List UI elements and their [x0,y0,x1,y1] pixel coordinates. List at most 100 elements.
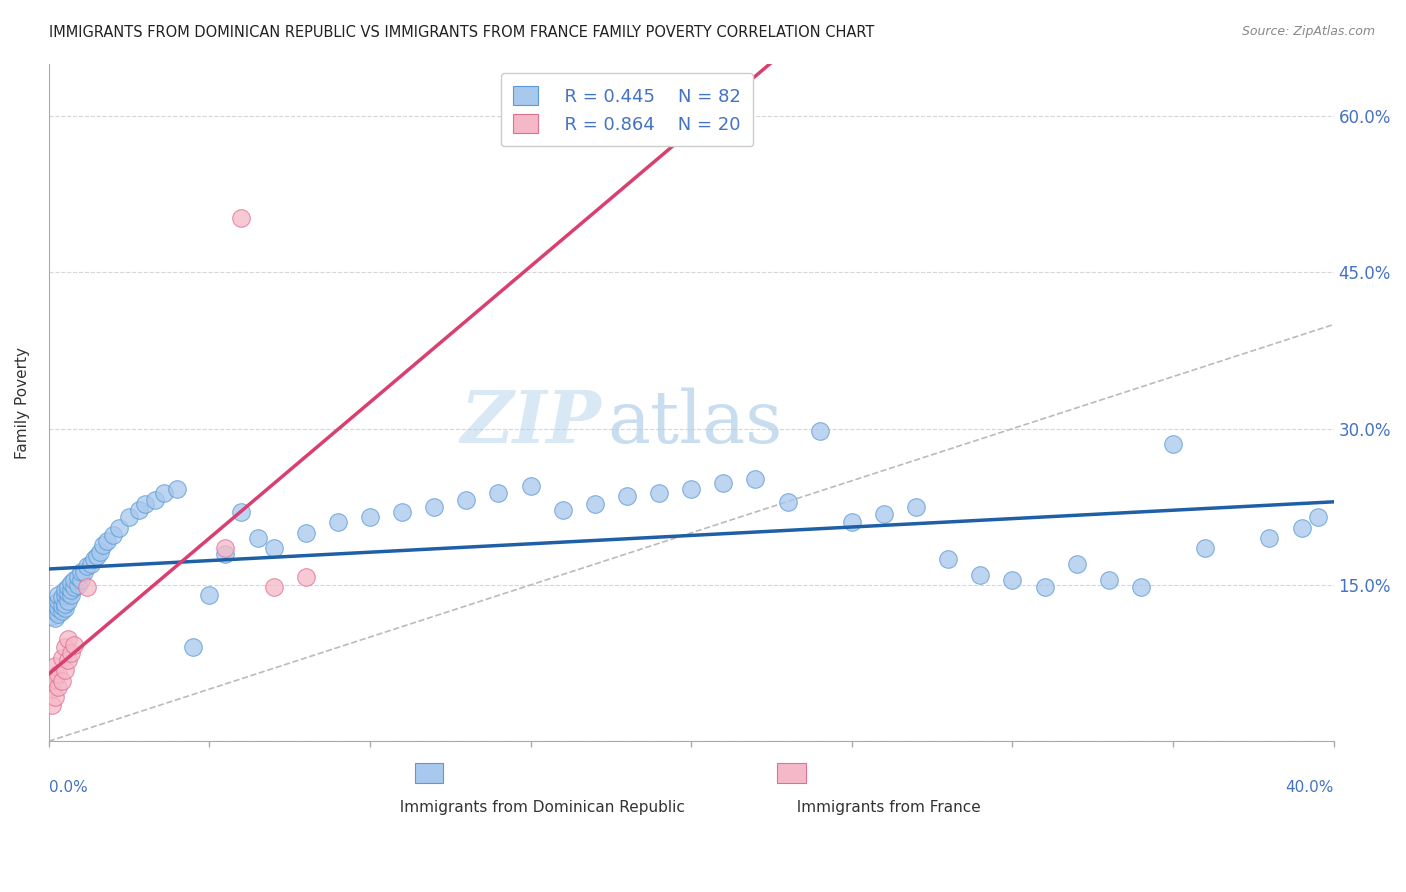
Point [76,559,98,574]
Point [519,479,541,493]
Point [89,544,111,558]
Point [60,588,83,602]
Point [60,583,83,598]
Point [56,593,79,607]
Point [48,666,70,681]
Point [648,486,671,500]
Y-axis label: Family Poverty: Family Poverty [15,347,30,458]
Point [616,490,638,504]
Point [79,557,101,571]
Point [44,690,66,705]
Point [51,591,73,605]
Point [93,538,115,552]
Point [1129,580,1152,594]
Point [44,672,66,686]
Point [294,525,316,540]
Point [214,541,236,556]
Point [294,569,316,583]
Point [711,475,734,490]
Point [231,505,253,519]
Point [1066,557,1088,571]
Point [128,503,150,517]
Point [41,600,63,615]
Point [214,547,236,561]
Point [76,580,98,594]
Point [51,673,73,688]
Point [1194,541,1216,556]
Point [231,211,253,226]
Point [969,567,991,582]
Point [101,528,124,542]
Point [41,698,63,712]
Point [359,510,381,524]
Point [905,500,928,514]
Point [48,680,70,694]
Point [108,521,131,535]
Point [86,549,108,563]
Point [56,653,79,667]
FancyBboxPatch shape [778,763,806,783]
Point [551,503,574,517]
Point [391,505,413,519]
Point [1258,531,1281,545]
Point [118,510,141,524]
Point [56,586,79,600]
Point [181,640,204,655]
Point [44,604,66,618]
Text: Source: ZipAtlas.com: Source: ZipAtlas.com [1241,25,1375,38]
Point [48,600,70,615]
Point [70,573,93,587]
Point [1033,580,1056,594]
Point [583,497,606,511]
Point [44,611,66,625]
Point [56,580,79,594]
Point [53,600,76,615]
Point [776,494,799,508]
Point [41,609,63,624]
Point [681,482,703,496]
Point [70,566,93,580]
Point [1291,521,1313,535]
Point [246,531,269,545]
Point [60,575,83,590]
Point [326,516,349,530]
Text: atlas: atlas [607,388,783,458]
Text: 40.0%: 40.0% [1285,780,1334,795]
Text: IMMIGRANTS FROM DOMINICAN REPUBLIC VS IMMIGRANTS FROM FRANCE FAMILY POVERTY CORR: IMMIGRANTS FROM DOMINICAN REPUBLIC VS IM… [49,25,875,40]
Point [60,646,83,660]
Point [73,566,96,580]
Point [48,593,70,607]
Point [51,599,73,613]
Text: Immigrants from Dominican Republic: Immigrants from Dominican Republic [389,799,685,814]
Point [63,580,86,594]
Point [143,492,166,507]
Point [488,486,510,500]
Point [53,583,76,598]
Point [198,588,221,602]
Point [96,534,118,549]
Point [423,500,446,514]
Legend:   R = 0.445    N = 82,   R = 0.864    N = 20: R = 0.445 N = 82, R = 0.864 N = 20 [501,73,754,146]
Point [1161,437,1184,451]
Point [1098,573,1121,587]
Point [48,607,70,621]
Point [56,632,79,647]
Text: ZIP: ZIP [460,387,602,458]
Point [153,486,176,500]
Point [166,482,188,496]
Point [263,541,285,556]
Point [53,664,76,678]
Text: 0.0%: 0.0% [49,780,87,795]
Point [263,580,285,594]
Point [44,659,66,673]
Point [66,569,89,583]
Point [48,588,70,602]
Point [41,682,63,697]
Point [808,424,831,438]
Point [53,588,76,602]
Point [51,651,73,665]
Point [841,516,863,530]
Point [53,597,76,611]
Point [66,578,89,592]
Point [44,597,66,611]
